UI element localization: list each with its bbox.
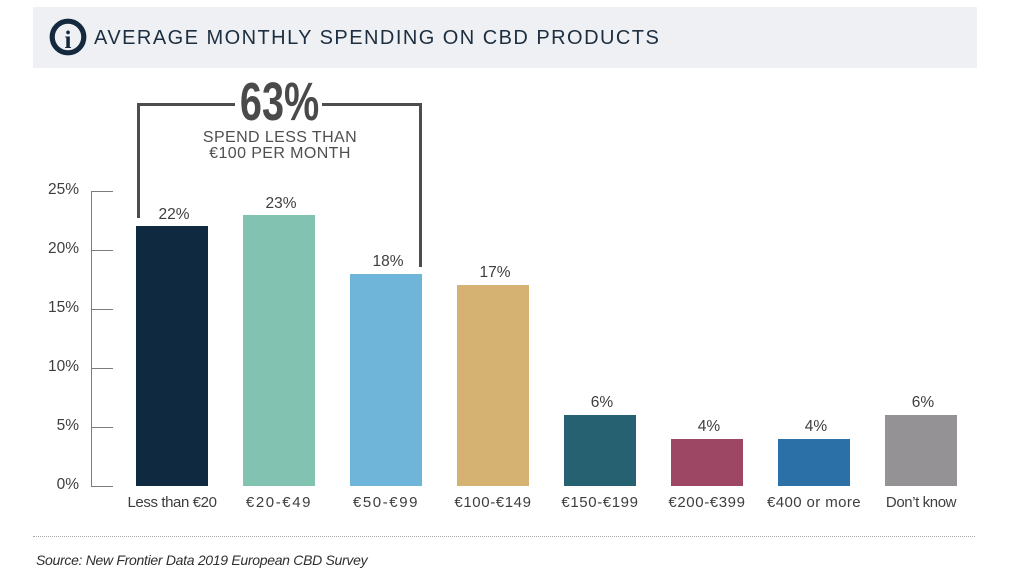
svg-text:i: i: [65, 27, 72, 54]
